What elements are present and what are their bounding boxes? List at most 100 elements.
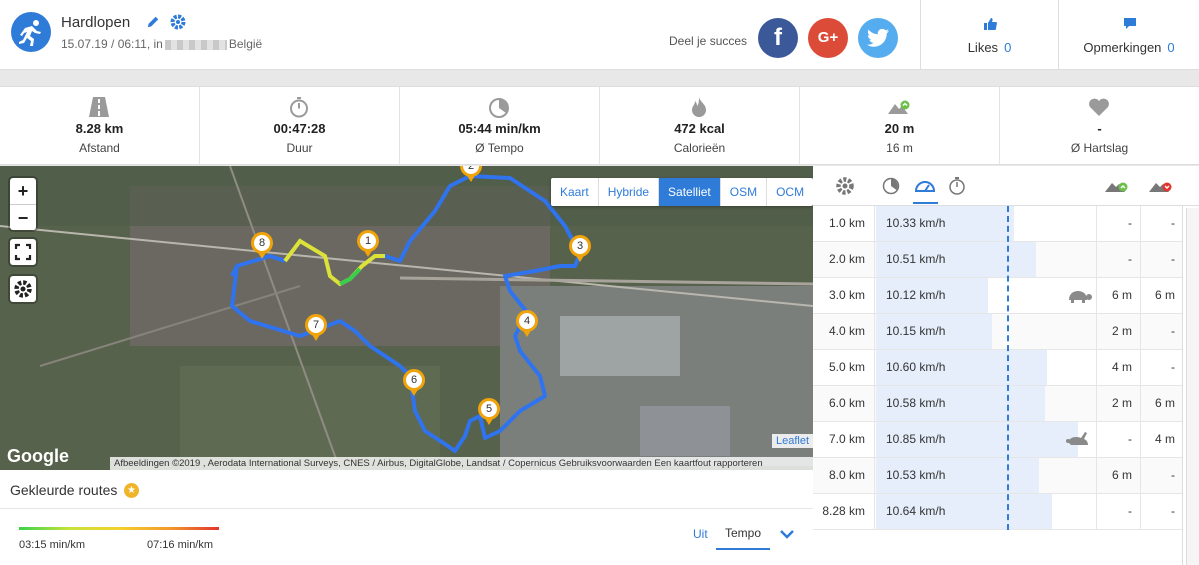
- split-distance: 4.0 km: [813, 314, 875, 349]
- split-row[interactable]: 7.0 km 10.85 km/h -4 m: [813, 422, 1183, 458]
- split-row[interactable]: 4.0 km 10.15 km/h 2 m-: [813, 314, 1183, 350]
- scale-min-label: 03:15 min/km: [19, 539, 86, 551]
- facebook-share-button[interactable]: f: [758, 18, 798, 58]
- layer-kaart[interactable]: Kaart: [551, 178, 599, 206]
- stat-label: Calorieën: [673, 141, 726, 155]
- map-settings-button[interactable]: [10, 276, 36, 302]
- edit-icon[interactable]: [146, 14, 160, 30]
- stat-pace: 05:44 min/km Ø Tempo: [400, 87, 600, 165]
- split-speed: 10.12 km/h: [886, 288, 946, 302]
- km-marker[interactable]: 6: [403, 369, 425, 396]
- split-speed: 10.53 km/h: [886, 468, 946, 482]
- colored-routes-panel: Gekleurde routes ★ 03:15 min/km 07:16 mi…: [0, 470, 813, 565]
- splits-table: 1.0 km 10.33 km/h - -2.0 km 10.51 km/h - -3.0 …: [813, 166, 1199, 565]
- header-divider: [1058, 0, 1059, 70]
- elevation-icon: [888, 100, 910, 114]
- satellite-imagery: [0, 166, 813, 470]
- running-icon: [11, 12, 51, 52]
- zoom-in-button[interactable]: +: [17, 181, 29, 201]
- table-divider: [1182, 206, 1183, 565]
- split-ascent: -: [1096, 206, 1140, 241]
- split-descent: -: [1140, 458, 1183, 493]
- km-marker[interactable]: 3: [569, 235, 591, 262]
- share-label: Deel je succes: [669, 34, 748, 48]
- colored-route-off-button[interactable]: Uit: [693, 527, 708, 541]
- km-marker[interactable]: 4: [516, 310, 538, 337]
- split-descent: -: [1140, 206, 1183, 241]
- comment-icon: [1124, 18, 1136, 29]
- split-ascent: 6 m: [1096, 458, 1140, 493]
- split-speed-bar: [876, 458, 1039, 493]
- split-descent: 6 m: [1140, 386, 1183, 421]
- divider: [0, 508, 813, 509]
- map-attribution: Afbeeldingen ©2019 , Aerodata Internatio…: [110, 457, 813, 470]
- split-descent: -: [1140, 350, 1183, 385]
- twitter-share-button[interactable]: [858, 18, 898, 58]
- scrollbar[interactable]: [1186, 208, 1199, 565]
- fullscreen-icon: [14, 243, 32, 261]
- split-distance: 8.28 km: [813, 494, 875, 529]
- split-row[interactable]: 2.0 km 10.51 km/h - -: [813, 242, 1183, 278]
- average-speed-line: [1007, 206, 1009, 530]
- active-tab-indicator: [913, 202, 938, 204]
- layer-osm[interactable]: OSM: [721, 178, 768, 206]
- layer-satelliet[interactable]: Satelliet: [659, 178, 721, 206]
- split-ascent: 4 m: [1096, 350, 1140, 385]
- activity-date: 15.07.19 / 06:11, in: [61, 37, 163, 51]
- split-ascent: 2 m: [1096, 314, 1140, 349]
- thumbs-up-icon: [984, 18, 997, 30]
- split-row[interactable]: 8.28 km 10.64 km/h - -: [813, 494, 1183, 530]
- stopwatch-icon: [290, 97, 308, 118]
- leaflet-link[interactable]: Leaflet: [772, 434, 813, 448]
- split-distance: 5.0 km: [813, 350, 875, 385]
- km-marker[interactable]: 7: [305, 314, 327, 341]
- premium-star-icon: ★: [124, 483, 139, 498]
- split-speed-bar: [876, 278, 988, 313]
- split-speed: 10.33 km/h: [886, 216, 946, 230]
- heart-icon: [1089, 98, 1109, 116]
- split-ascent: 6 m: [1096, 278, 1140, 313]
- split-speed-bar: [876, 242, 1036, 277]
- likes-button[interactable]: Likes 0: [921, 0, 1058, 70]
- split-row[interactable]: 8.0 km 10.53 km/h 6 m-: [813, 458, 1183, 494]
- route-map[interactable]: 8 1 2 3 4 5 6 7 + − Kaart Hybride Satell…: [0, 166, 813, 470]
- km-marker[interactable]: 5: [478, 398, 500, 425]
- km-marker[interactable]: 8: [251, 232, 273, 259]
- stat-value: 472 kcal: [674, 121, 725, 136]
- pace-icon[interactable]: [882, 177, 900, 195]
- split-row[interactable]: 5.0 km 10.60 km/h 4 m-: [813, 350, 1183, 386]
- stat-value: 8.28 km: [75, 121, 124, 136]
- stopwatch-icon[interactable]: [948, 176, 966, 196]
- zoom-control: + −: [10, 178, 36, 230]
- split-distance: 7.0 km: [813, 422, 875, 457]
- layer-ocm[interactable]: OCM: [776, 185, 805, 199]
- colored-route-mode-select[interactable]: Tempo: [716, 522, 770, 550]
- stat-label: Ø Hartslag: [1070, 141, 1129, 155]
- google-plus-share-button[interactable]: G+: [808, 18, 848, 58]
- speedometer-icon[interactable]: [914, 176, 936, 194]
- scale-max-label: 07:16 min/km: [147, 539, 214, 551]
- pace-icon: [489, 98, 509, 118]
- descent-icon: [1149, 182, 1172, 192]
- chevron-down-icon[interactable]: [779, 528, 795, 540]
- zoom-out-button[interactable]: −: [10, 204, 36, 230]
- split-descent: 4 m: [1140, 422, 1183, 457]
- settings-icon[interactable]: [170, 14, 186, 30]
- likes-label: Likes: [967, 40, 999, 55]
- layer-hybride[interactable]: Hybride: [599, 178, 660, 206]
- fullscreen-button[interactable]: [10, 239, 36, 265]
- map-layer-switcher: Kaart Hybride Satelliet OSM OCM: [551, 178, 813, 206]
- likes-count: 0: [1004, 40, 1012, 55]
- gear-icon[interactable]: [834, 175, 856, 197]
- split-descent: -: [1140, 242, 1183, 277]
- comments-button[interactable]: Opmerkingen 0: [1059, 0, 1199, 70]
- split-distance: 3.0 km: [813, 278, 875, 313]
- km-marker[interactable]: 1: [357, 230, 379, 257]
- split-speed-bar: [876, 386, 1045, 421]
- split-row[interactable]: 1.0 km 10.33 km/h - -: [813, 206, 1183, 242]
- km-marker[interactable]: 2: [460, 166, 482, 182]
- stat-value: 00:47:28: [273, 121, 326, 136]
- split-speed-bar: [876, 206, 1014, 241]
